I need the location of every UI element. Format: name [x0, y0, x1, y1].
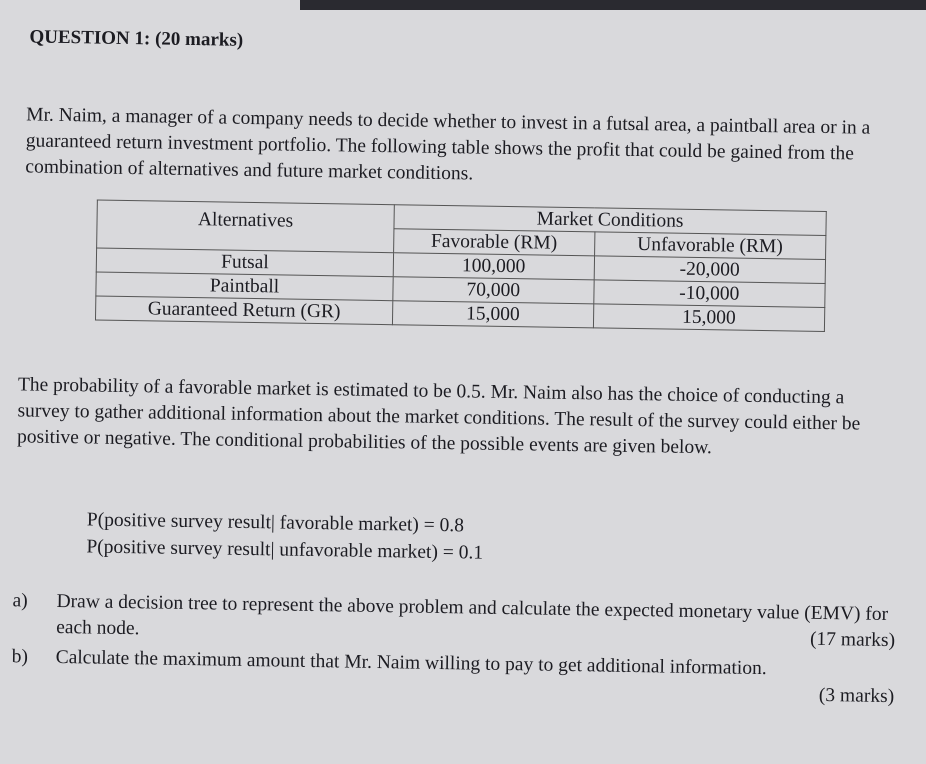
cell-favorable: 100,000: [393, 252, 595, 280]
intro-paragraph: Mr. Naim, a manager of a company needs t…: [25, 104, 871, 185]
cell-unfavorable: 15,000: [593, 303, 825, 332]
header-alternatives: Alternatives: [96, 200, 395, 253]
cell-alternative: Guaranteed Return (GR): [95, 296, 393, 325]
question-text: Draw a decision tree to represent the ab…: [55, 590, 889, 640]
cell-unfavorable: -20,000: [593, 255, 826, 284]
question-label: b): [11, 646, 29, 668]
cell-favorable: 15,000: [392, 300, 594, 328]
question-a: a) Draw a decision tree to represent the…: [0, 588, 896, 654]
question-title: QUESTION 1: (20 marks): [29, 26, 244, 51]
cell-favorable: 70,000: [392, 276, 594, 304]
question-marks: (17 marks): [809, 628, 896, 652]
header-favorable: Favorable (RM): [393, 228, 595, 256]
question-label: a): [12, 590, 28, 612]
question-b: b) Calculate the maximum amount that Mr.…: [0, 644, 895, 710]
conditional-probability: P(positive survey result| favorable mark…: [86, 509, 465, 537]
header-unfavorable: Unfavorable (RM): [594, 231, 826, 260]
photo-top-edge: [300, 0, 926, 10]
cell-unfavorable: -10,000: [593, 279, 826, 308]
payoff-table: Alternatives Market Conditions Favorable…: [95, 200, 827, 332]
probability-paragraph: The probability of a favorable market is…: [16, 374, 861, 459]
conditional-probability: P(positive survey result| unfavorable ma…: [86, 536, 484, 564]
